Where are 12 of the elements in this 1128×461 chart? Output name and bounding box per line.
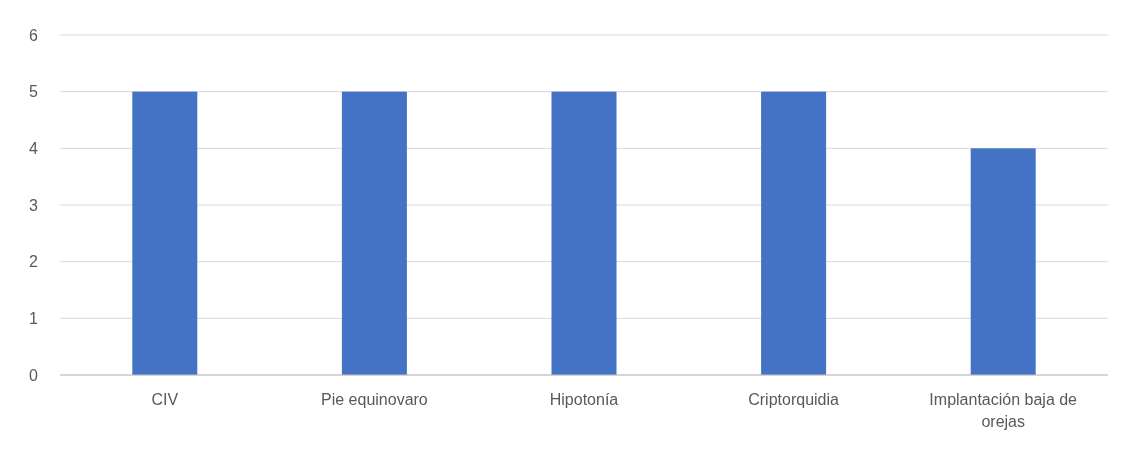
- y-tick-label: 4: [29, 139, 39, 157]
- x-tick-label: Criptorquidia: [748, 391, 840, 408]
- y-tick-label: 1: [29, 309, 39, 327]
- y-tick-label: 5: [29, 83, 39, 101]
- y-tick-label: 6: [29, 26, 39, 44]
- y-tick-label: 3: [29, 196, 39, 214]
- x-tick-label: Implantación baja de orejas: [929, 391, 1078, 430]
- y-tick-label: 2: [29, 253, 39, 271]
- x-tick-label: Pie equinovaro: [321, 391, 428, 408]
- x-tick-label: CIV: [151, 391, 179, 408]
- x-tick-label: Hipotonía: [549, 391, 619, 408]
- y-tick-label: 0: [29, 366, 39, 384]
